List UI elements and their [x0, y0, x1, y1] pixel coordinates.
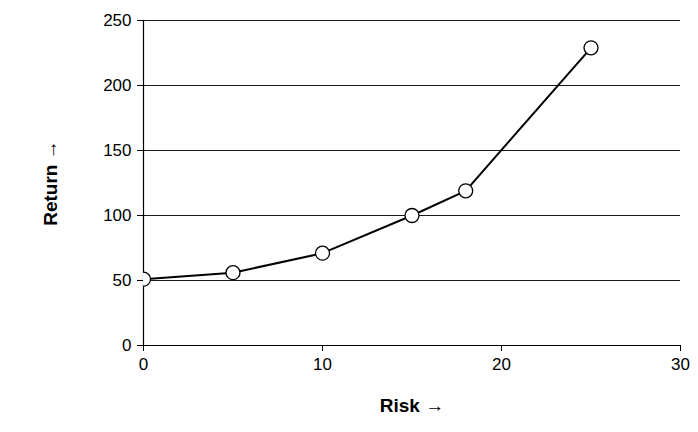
- svg-text:100: 100: [103, 206, 131, 225]
- svg-text:30: 30: [671, 355, 690, 374]
- svg-text:20: 20: [492, 355, 511, 374]
- svg-text:0: 0: [122, 336, 131, 355]
- svg-text:50: 50: [113, 271, 132, 290]
- svg-text:10: 10: [313, 355, 332, 374]
- svg-text:250: 250: [103, 11, 131, 30]
- svg-text:Risk →: Risk →: [380, 395, 444, 416]
- svg-text:0: 0: [139, 355, 148, 374]
- svg-text:Return →: Return →: [40, 140, 61, 226]
- svg-text:150: 150: [103, 141, 131, 160]
- svg-text:200: 200: [103, 76, 131, 95]
